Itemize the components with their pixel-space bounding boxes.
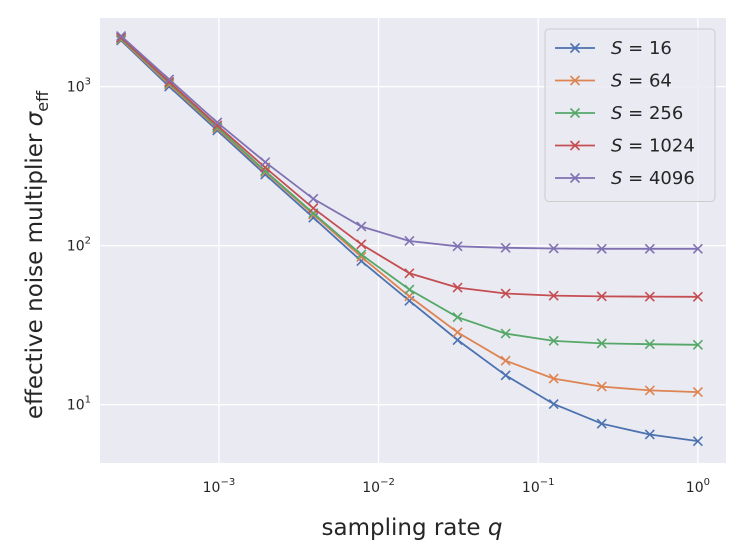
data-point	[596, 381, 607, 392]
legend-marker	[569, 140, 581, 151]
legend-label: S = 16	[611, 38, 672, 59]
data-point	[260, 157, 271, 168]
data-point	[596, 243, 607, 254]
data-point	[644, 291, 655, 302]
data-point	[164, 76, 175, 87]
y-axis-variable: σ	[22, 110, 48, 126]
data-point	[692, 436, 703, 447]
legend-item: S = 1024	[555, 136, 695, 157]
data-point	[644, 385, 655, 396]
series-2	[116, 33, 703, 350]
x-axis-label: sampling rate q	[322, 515, 503, 541]
data-point	[500, 370, 511, 381]
data-point	[164, 74, 175, 85]
data-point	[404, 284, 415, 295]
y-axis-label: effective noise multiplier σeff	[22, 90, 52, 419]
data-point	[356, 239, 367, 250]
legend-item: S = 16	[555, 38, 672, 59]
legend-marker	[569, 172, 581, 184]
legend-item: S = 4096	[555, 168, 695, 189]
data-point	[644, 339, 655, 350]
data-point	[644, 429, 655, 440]
data-point	[692, 291, 703, 302]
legend-label: S = 4096	[611, 168, 695, 189]
data-point	[500, 355, 511, 366]
data-point	[692, 243, 703, 254]
data-point	[212, 117, 223, 128]
data-point	[548, 243, 559, 254]
data-point	[116, 32, 127, 43]
data-point	[356, 221, 367, 232]
y-axis-subscript: eff	[33, 90, 52, 112]
data-point	[452, 241, 463, 252]
x-tick-label: 10−3	[203, 477, 236, 496]
data-point	[692, 387, 703, 398]
data-point	[548, 373, 559, 384]
data-point	[644, 243, 655, 254]
data-point	[500, 288, 511, 299]
tick-labels: 10−3 10−2 10−1 100 101 102 103	[67, 77, 710, 496]
data-point	[260, 165, 271, 176]
data-point	[308, 203, 319, 214]
data-point	[548, 290, 559, 301]
y-tick-label: 102	[67, 236, 91, 255]
data-point	[452, 312, 463, 323]
data-point	[692, 339, 703, 350]
data-point	[356, 251, 367, 262]
x-tick-label: 100	[686, 477, 710, 496]
legend-box	[544, 28, 716, 202]
y-tick-label: 103	[67, 77, 91, 96]
legend-label: S = 1024	[611, 136, 695, 157]
legend-item: S = 64	[555, 71, 672, 92]
legend-marker	[569, 75, 581, 86]
legend-marker	[569, 107, 581, 119]
data-point	[212, 120, 223, 131]
data-point	[116, 30, 127, 42]
series-3	[116, 32, 703, 302]
y-tick-label: 101	[67, 395, 91, 414]
data-point	[452, 327, 463, 338]
data-point	[596, 338, 607, 349]
data-point	[500, 328, 511, 339]
legend-marker	[569, 42, 581, 54]
data-point	[596, 291, 607, 302]
data-point	[404, 235, 415, 247]
legend-item: S = 256	[555, 103, 683, 124]
data-point	[500, 242, 511, 253]
series-group	[116, 30, 703, 447]
series-4	[116, 30, 703, 254]
data-point	[596, 418, 607, 429]
legend: S = 16 S = 64 S = 256 S = 1024 S = 4096	[544, 28, 716, 202]
data-point	[452, 282, 463, 293]
legend-label: S = 256	[611, 103, 683, 124]
data-point	[356, 249, 367, 260]
data-point	[404, 268, 415, 279]
data-point	[548, 398, 559, 410]
data-point	[452, 334, 463, 346]
x-tick-label: 10−1	[522, 477, 555, 496]
legend-label: S = 64	[611, 71, 672, 92]
data-point	[548, 335, 559, 346]
data-point	[308, 193, 319, 204]
x-axis-variable: q	[488, 515, 503, 541]
x-tick-label: 10−2	[362, 477, 395, 496]
